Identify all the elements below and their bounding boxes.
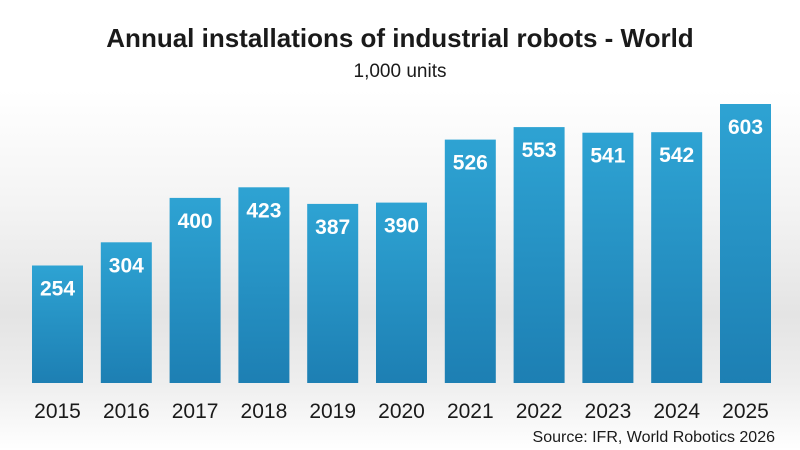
x-tick-label-2018: 2018 — [241, 400, 288, 423]
bar-2015 — [32, 265, 83, 383]
chart-title: Annual installations of industrial robot… — [106, 23, 693, 53]
x-tick-label-2024: 2024 — [653, 400, 700, 423]
bar-2025 — [720, 104, 771, 383]
bar-2017 — [169, 197, 221, 383]
bar-2018 — [238, 187, 290, 383]
bar-2023 — [582, 132, 634, 383]
value-label-2021: 526 — [453, 152, 488, 175]
value-label-2016: 304 — [109, 254, 144, 277]
bar-2016 — [100, 242, 152, 383]
value-label-2022: 553 — [522, 139, 557, 162]
value-label-2020: 390 — [384, 215, 419, 238]
x-tick-label-2015: 2015 — [34, 400, 81, 423]
x-tick-label-2025: 2025 — [722, 400, 769, 423]
x-tick-label-2023: 2023 — [585, 400, 632, 423]
x-tick-label-2021: 2021 — [447, 400, 494, 423]
x-tick-label-2020: 2020 — [378, 400, 425, 423]
x-tick-label-2022: 2022 — [516, 400, 563, 423]
bar-2021 — [444, 139, 496, 383]
value-label-2017: 400 — [178, 210, 213, 233]
value-label-2019: 387 — [315, 216, 350, 239]
chart-source: Source: IFR, World Robotics 2026 — [533, 429, 776, 446]
value-labels-group: 254 304 400 423 387 390 526 553 541 542 603 — [40, 116, 763, 301]
bar-2024 — [651, 132, 703, 383]
value-label-2015: 254 — [40, 278, 75, 301]
x-tick-labels-group: 2015 2016 2017 2018 2019 2020 2021 2022 2023 2024… — [34, 400, 769, 423]
value-label-2023: 541 — [590, 145, 625, 168]
chart-subtitle: 1,000 units — [354, 61, 447, 82]
bar-2020 — [376, 202, 427, 383]
value-label-2018: 423 — [246, 199, 281, 222]
bars-group — [32, 104, 771, 383]
value-label-2025: 603 — [728, 116, 763, 139]
value-label-2024: 542 — [659, 144, 694, 167]
x-tick-label-2017: 2017 — [172, 400, 219, 423]
bar-2022 — [513, 127, 565, 383]
x-tick-label-2016: 2016 — [103, 400, 150, 423]
bar-2019 — [307, 203, 359, 383]
x-tick-label-2019: 2019 — [309, 400, 356, 423]
